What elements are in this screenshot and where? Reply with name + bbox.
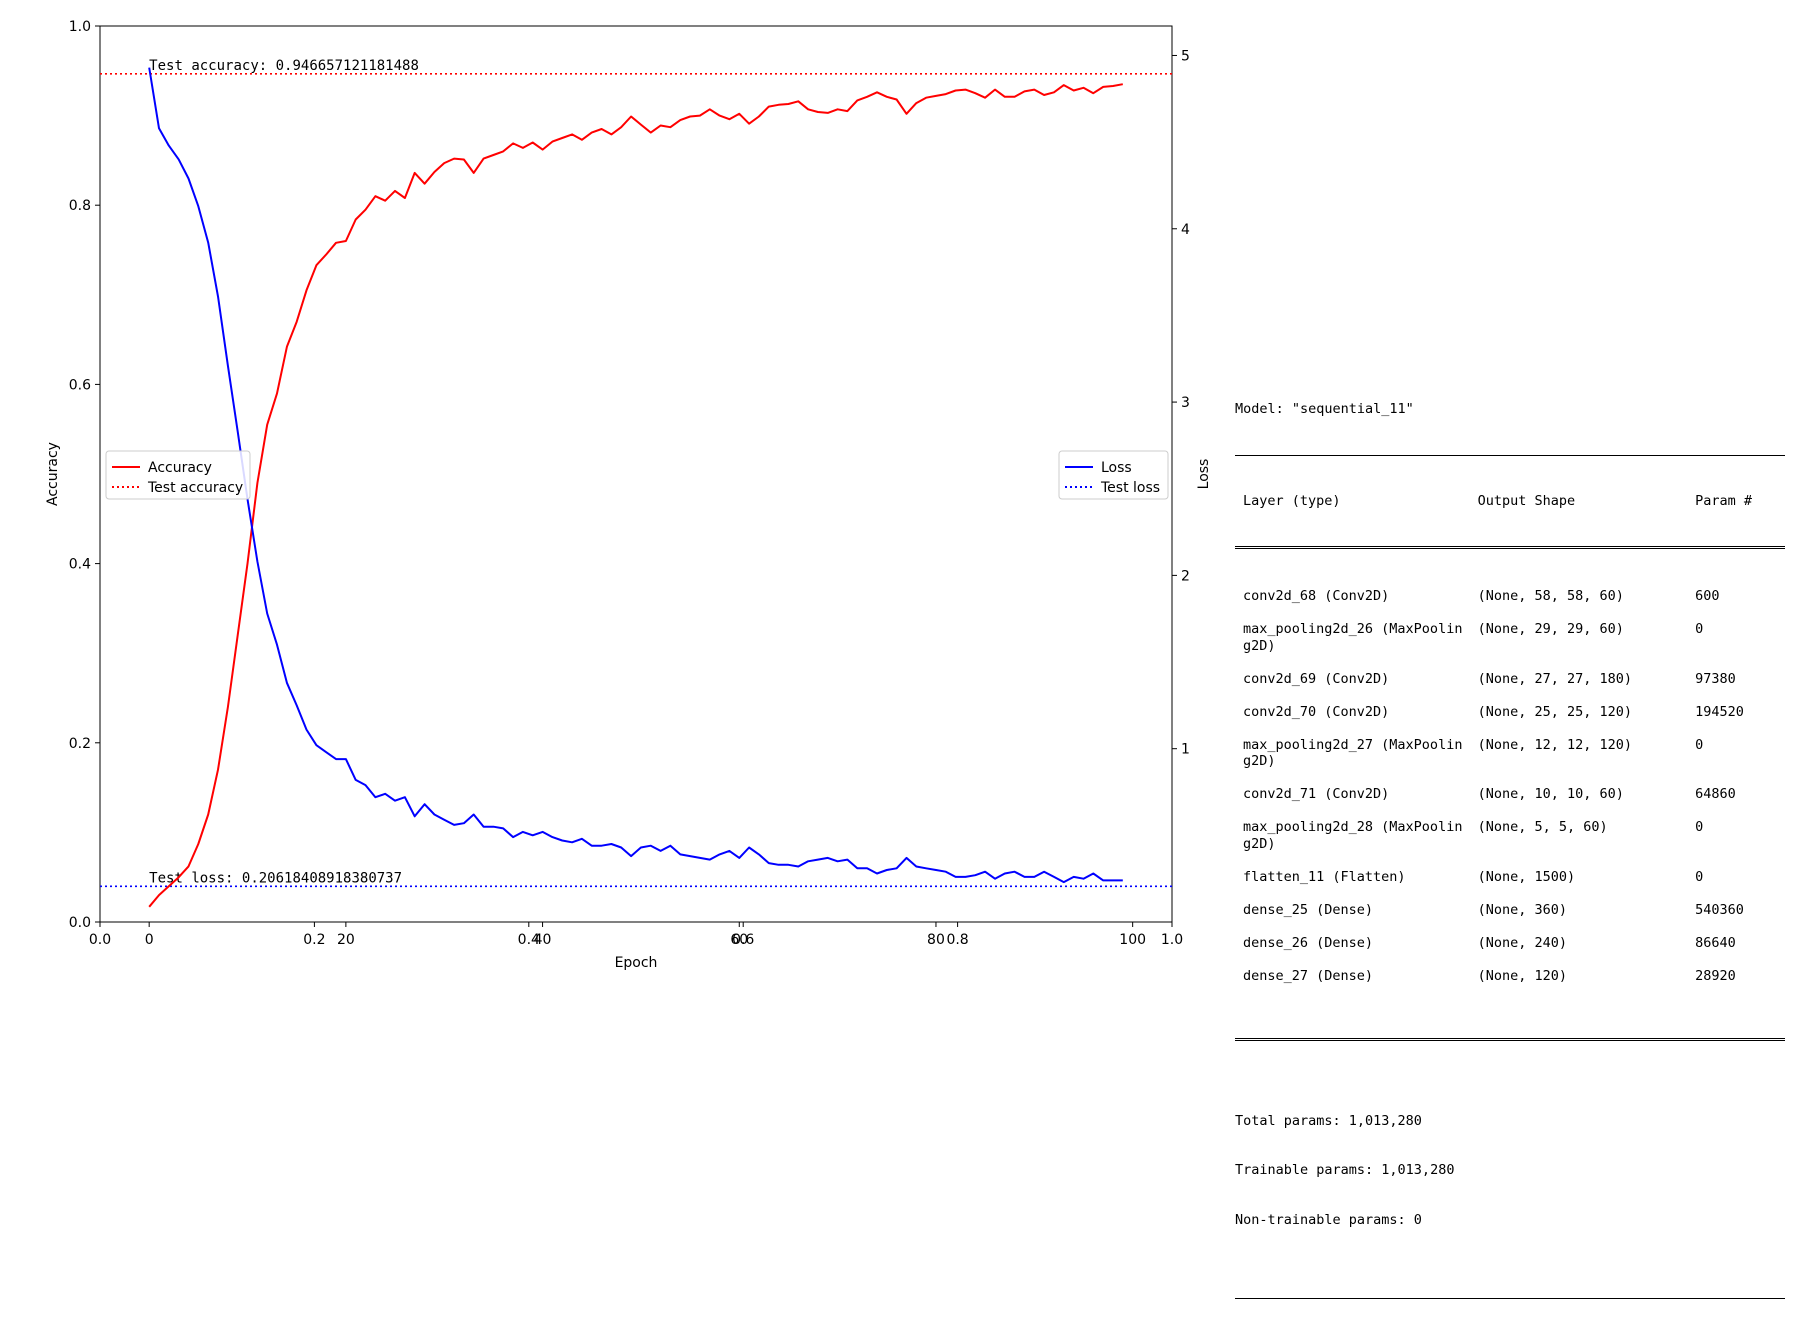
- model-title: Model: "sequential_11": [1235, 401, 1414, 417]
- legend-label: Accuracy: [148, 460, 212, 476]
- x-tick-label: 20: [337, 932, 355, 948]
- summary-end-rule: [1235, 1298, 1785, 1299]
- shape-cell: (None, 27, 27, 180): [1477, 670, 1632, 687]
- right-tick-label: 4: [1181, 222, 1190, 238]
- layer-cell: max_pooling2d_26 (MaxPoolin g2D): [1243, 621, 1463, 654]
- params-cell: 540360: [1695, 901, 1744, 918]
- left-tick-label: 0.4: [69, 557, 91, 573]
- layer-cell: conv2d_70 (Conv2D): [1243, 703, 1390, 720]
- overlay-x-tick-label: 1.0: [1161, 932, 1183, 948]
- legend-label: Test accuracy: [147, 480, 243, 496]
- x-tick-label: 40: [534, 932, 552, 948]
- right-tick-label: 3: [1181, 395, 1190, 411]
- layer-cell: conv2d_69 (Conv2D): [1243, 670, 1390, 687]
- x-tick-label: 80: [927, 932, 945, 948]
- legend-box: [105, 450, 251, 500]
- shape-cell: (None, 360): [1477, 901, 1567, 918]
- params-cell: 97380: [1695, 670, 1736, 687]
- params-cell: 86640: [1695, 934, 1736, 951]
- trainable-params: Trainable params: 1,013,280: [1235, 1162, 1455, 1178]
- shape-cell: (None, 5, 5, 60): [1477, 819, 1608, 835]
- reference-line-annotation: Test accuracy: 0.946657121181488: [149, 58, 419, 74]
- summary-row: max_pooling2d_27 (MaxPoolin g2D) (None, 1…: [1235, 737, 1785, 770]
- params-cell: 600: [1695, 588, 1720, 604]
- summary-row: conv2d_71 (Conv2D) (None, 10, 10, 60) 6486…: [1235, 786, 1785, 803]
- x-tick-label: 100: [1119, 932, 1146, 948]
- params-cell: 194520: [1695, 703, 1744, 720]
- layer-cell: flatten_11 (Flatten): [1243, 868, 1406, 885]
- summary-row: conv2d_68 (Conv2D) (None, 58, 58, 60) 600: [1235, 588, 1785, 605]
- shape-cell: (None, 120): [1477, 967, 1567, 984]
- layer-cell: dense_26 (Dense): [1243, 934, 1374, 951]
- training-chart: 0.0 0.2 0.4 0.6 0.8 1.0 1 2 3 4 5 0.0 0.2 0.4 0.6 0.8 1.…: [45, 19, 1212, 971]
- params-cell: 64860: [1695, 786, 1736, 802]
- plot-frame: [99, 25, 1173, 923]
- summary-row: conv2d_70 (Conv2D) (None, 25, 25, 120) 194…: [1235, 704, 1785, 721]
- header-shape: Output Shape: [1477, 492, 1576, 509]
- params-cell: 0: [1695, 736, 1704, 753]
- summary-rows: conv2d_68 (Conv2D) (None, 58, 58, 60) 600 m…: [1235, 588, 1785, 984]
- overlay-x-tick-label: 0.2: [303, 932, 325, 948]
- shape-cell: (None, 1500): [1477, 868, 1576, 885]
- summary-row: dense_25 (Dense) (None, 360) 540360: [1235, 902, 1785, 919]
- legend-label: Test loss: [1100, 480, 1160, 496]
- summary-row: dense_27 (Dense) (None, 120) 28920: [1235, 968, 1785, 985]
- non-trainable-params: Non-trainable params: 0: [1235, 1211, 1422, 1228]
- summary-bottom-rule: [1235, 1037, 1785, 1041]
- header-layer: Layer (type): [1243, 492, 1341, 509]
- overlay-x-tick-label: 0.0: [89, 932, 111, 948]
- layer-cell: dense_27 (Dense): [1243, 967, 1374, 984]
- params-cell: 0: [1695, 868, 1704, 885]
- overlay-x-tick-label: 0.4: [518, 932, 540, 948]
- summary-row: flatten_11 (Flatten) (None, 1500) 0: [1235, 869, 1785, 886]
- right-tick-label: 2: [1181, 568, 1190, 584]
- params-cell: 0: [1695, 621, 1704, 637]
- summary-totals: Total params: 1,013,280 Trainable params…: [1235, 1080, 1785, 1262]
- layer-cell: conv2d_68 (Conv2D): [1243, 588, 1390, 604]
- shape-cell: (None, 12, 12, 120): [1477, 736, 1632, 753]
- model-summary: Model: "sequential_11" Layer (type) Outp…: [1235, 368, 1785, 1320]
- shape-cell: (None, 58, 58, 60): [1477, 588, 1624, 604]
- shape-cell: (None, 29, 29, 60): [1477, 621, 1624, 637]
- shape-cell: (None, 240): [1477, 934, 1567, 951]
- series-line: [148, 67, 1123, 884]
- layer-cell: dense_25 (Dense): [1243, 901, 1374, 918]
- summary-row: dense_26 (Dense) (None, 240) 86640: [1235, 935, 1785, 952]
- overlay-x-tick-label: 0.8: [946, 932, 968, 948]
- summary-header-rule: [1235, 546, 1785, 549]
- series-line: [148, 83, 1123, 908]
- total-params: Total params: 1,013,280: [1235, 1112, 1422, 1129]
- x-tick-label: 60: [730, 932, 748, 948]
- layer-cell: conv2d_71 (Conv2D): [1243, 786, 1390, 802]
- legend-label: Loss: [1101, 460, 1132, 476]
- params-cell: 28920: [1695, 967, 1736, 984]
- header-params: Param #: [1695, 492, 1753, 509]
- summary-row: max_pooling2d_26 (MaxPoolin g2D) (None, 2…: [1235, 621, 1785, 654]
- shape-cell: (None, 25, 25, 120): [1477, 703, 1632, 720]
- left-tick-label: 0.6: [69, 377, 91, 393]
- right-tick-label: 5: [1181, 48, 1190, 64]
- x-tick-label: 0: [145, 932, 154, 948]
- left-tick-label: 0.8: [69, 198, 91, 214]
- y-axis-label-right: Loss: [1196, 459, 1212, 490]
- params-cell: 0: [1695, 819, 1704, 835]
- x-axis-label: Epoch: [615, 955, 658, 971]
- shape-cell: (None, 10, 10, 60): [1477, 786, 1624, 802]
- left-tick-label: 1.0: [69, 19, 91, 35]
- left-tick-label: 0.0: [69, 915, 91, 931]
- right-tick-label: 1: [1181, 742, 1190, 758]
- reference-line-annotation: Test loss: 0.20618408918380737: [149, 870, 402, 886]
- summary-top-rule: [1235, 454, 1785, 456]
- overlay-x-tick-label: 0.6: [732, 932, 754, 948]
- summary-row: conv2d_69 (Conv2D) (None, 27, 27, 180) 973…: [1235, 671, 1785, 688]
- y-axis-label-left: Accuracy: [45, 442, 61, 506]
- layer-cell: max_pooling2d_28 (MaxPoolin g2D): [1243, 819, 1463, 852]
- summary-header-row: Layer (type) Output Shape Param #: [1235, 493, 1785, 510]
- summary-row: max_pooling2d_28 (MaxPoolin g2D) (None, 5…: [1235, 819, 1785, 852]
- layer-cell: max_pooling2d_27 (MaxPoolin g2D): [1243, 736, 1463, 770]
- left-tick-label: 0.2: [69, 736, 91, 752]
